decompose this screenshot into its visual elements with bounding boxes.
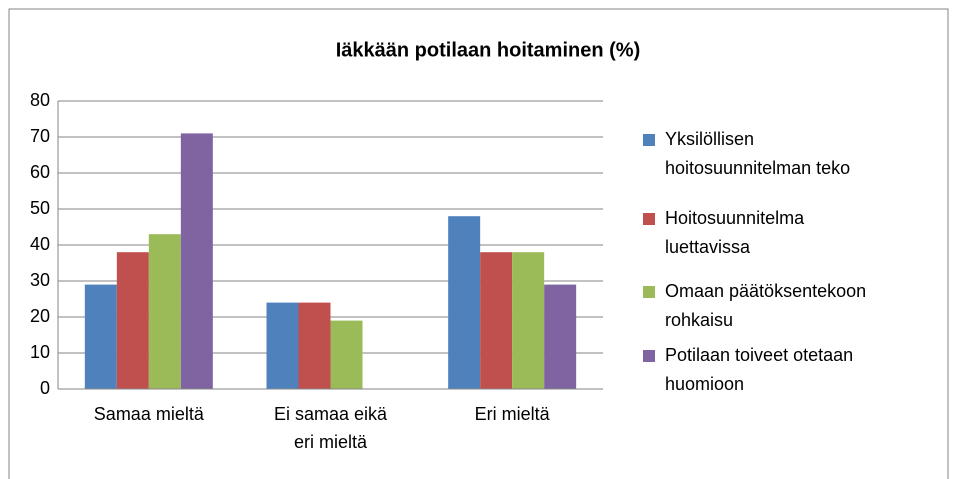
bar <box>448 216 481 389</box>
y-tick-label: 80 <box>30 90 50 110</box>
legend-swatch <box>643 213 655 225</box>
x-tick-label: Eri mieltä <box>475 404 551 424</box>
legend-label: Yksilöllisen hoitosuunnitelman teko <box>665 129 850 178</box>
bar <box>84 284 117 389</box>
bar <box>148 234 181 389</box>
bar <box>512 252 545 389</box>
bar <box>480 252 513 389</box>
y-tick-label: 40 <box>30 234 50 254</box>
y-tick-label: 60 <box>30 162 50 182</box>
legend-swatch <box>643 286 655 298</box>
y-tick-label: 70 <box>30 126 50 146</box>
legend-label: Hoitosuunnitelma luettavissa <box>665 208 805 257</box>
legend-label: Omaan päätöksentekoon rohkaisu <box>665 281 866 330</box>
bar <box>116 252 149 389</box>
bar <box>180 133 213 389</box>
y-tick-label: 30 <box>30 270 50 290</box>
x-tick-label: Ei samaa eikä eri mieltä <box>274 404 388 452</box>
legend-label: Potilaan toiveet otetaan huomioon <box>665 345 853 394</box>
chart-title: Iäkkään potilaan hoitaminen (%) <box>336 39 641 61</box>
y-tick-label: 20 <box>30 306 50 326</box>
y-tick-label: 10 <box>30 342 50 362</box>
bar <box>544 284 577 389</box>
legend-swatch <box>643 134 655 146</box>
bar <box>298 302 331 389</box>
legend-swatch <box>643 350 655 362</box>
y-tick-label: 50 <box>30 198 50 218</box>
bar <box>330 320 363 389</box>
x-tick-label: Samaa mieltä <box>94 404 205 424</box>
bar <box>266 302 299 389</box>
y-tick-label: 0 <box>40 378 50 398</box>
